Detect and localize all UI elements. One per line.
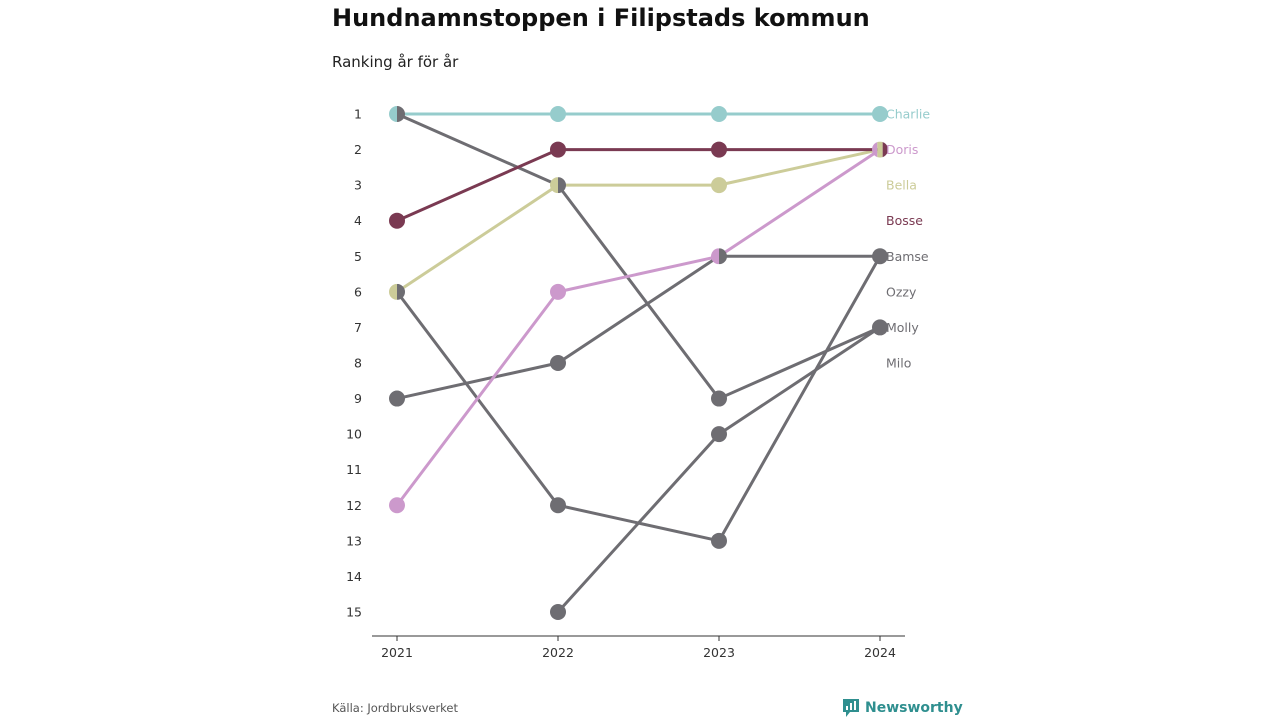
series-label-molly: Molly bbox=[886, 320, 919, 335]
data-point-shared bbox=[711, 248, 719, 265]
data-point-molly bbox=[550, 603, 566, 620]
brand-name: Newsworthy bbox=[865, 700, 963, 716]
y-tick-label: 12 bbox=[346, 498, 362, 513]
y-tick-label: 6 bbox=[354, 284, 362, 299]
series-labels: Charlie Doris Bella Bosse Bamse Ozzy Molly Milo bbox=[886, 107, 930, 371]
data-point-bosse bbox=[550, 141, 566, 158]
data-point-milo bbox=[550, 497, 566, 514]
data-point-shared bbox=[877, 141, 883, 158]
series-line-bamse bbox=[395, 254, 882, 401]
data-point-bamse bbox=[389, 390, 405, 407]
data-point-charlie bbox=[711, 106, 727, 122]
data-point-shared bbox=[719, 248, 727, 265]
data-point-shared bbox=[397, 106, 405, 122]
data-point-shared bbox=[389, 106, 397, 122]
series-label-bella: Bella bbox=[886, 178, 917, 193]
y-tick-label: 5 bbox=[354, 249, 362, 264]
y-tick-label: 1 bbox=[354, 107, 362, 122]
data-point-shared bbox=[389, 283, 397, 300]
y-tick-label: 10 bbox=[346, 427, 362, 442]
data-point-bella bbox=[711, 177, 727, 194]
data-point-shared bbox=[397, 283, 405, 300]
data-point-bosse bbox=[711, 141, 727, 158]
chart-title: Hundnamnstoppen i Filipstads kommun bbox=[332, 4, 870, 32]
y-tick-label: 8 bbox=[354, 355, 362, 370]
series-line-ozzy bbox=[395, 112, 882, 401]
x-tick-label: 2022 bbox=[542, 645, 574, 660]
data-point-shared bbox=[558, 177, 566, 194]
y-tick-label: 9 bbox=[354, 391, 362, 406]
data-point-charlie bbox=[550, 106, 566, 122]
x-tick-label: 2023 bbox=[703, 645, 735, 660]
data-point-molly bbox=[711, 426, 727, 443]
chart-subtitle: Ranking år för år bbox=[332, 53, 459, 71]
series-lines bbox=[395, 112, 882, 614]
source-note: Källa: Jordbruksverket bbox=[332, 701, 459, 715]
data-point-bamse bbox=[550, 354, 566, 371]
y-tick-label: 4 bbox=[354, 213, 362, 228]
series-line-milo bbox=[395, 254, 882, 543]
data-point-doris bbox=[550, 283, 566, 300]
data-point-shared bbox=[882, 142, 888, 158]
series-label-bosse: Bosse bbox=[886, 213, 923, 228]
data-point-bamse bbox=[872, 248, 888, 265]
newsworthy-logo-icon bbox=[843, 699, 859, 717]
series-line-bosse bbox=[395, 148, 882, 223]
series-line-doris bbox=[395, 148, 882, 507]
data-point-ozzy bbox=[872, 319, 888, 336]
series-line-bella bbox=[395, 148, 882, 294]
data-point-bosse bbox=[389, 212, 405, 229]
data-point-ozzy bbox=[711, 390, 727, 407]
data-point-charlie bbox=[872, 106, 888, 122]
y-tick-label: 7 bbox=[354, 320, 362, 335]
series-label-bamse: Bamse bbox=[886, 249, 929, 264]
series-points bbox=[389, 106, 888, 620]
brand-logo[interactable]: Newsworthy bbox=[842, 698, 963, 718]
series-label-doris: Doris bbox=[886, 142, 918, 157]
y-tick-label: 14 bbox=[346, 569, 362, 584]
y-tick-label: 13 bbox=[346, 533, 362, 548]
y-tick-label: 15 bbox=[346, 604, 362, 619]
series-line-molly bbox=[556, 325, 882, 614]
y-tick-label: 2 bbox=[354, 142, 362, 157]
x-tick-label: 2024 bbox=[864, 645, 896, 660]
y-tick-label: 3 bbox=[354, 178, 362, 193]
data-point-milo bbox=[711, 532, 727, 549]
data-point-doris bbox=[389, 497, 405, 514]
series-label-ozzy: Ozzy bbox=[886, 284, 917, 299]
data-point-shared bbox=[550, 177, 558, 194]
data-point-shared bbox=[872, 142, 878, 158]
y-tick-label: 11 bbox=[346, 462, 362, 477]
x-axis: 2021 2022 2023 2024 bbox=[372, 635, 905, 660]
series-label-charlie: Charlie bbox=[886, 107, 930, 122]
x-tick-label: 2021 bbox=[381, 645, 413, 660]
series-label-milo: Milo bbox=[886, 355, 911, 370]
